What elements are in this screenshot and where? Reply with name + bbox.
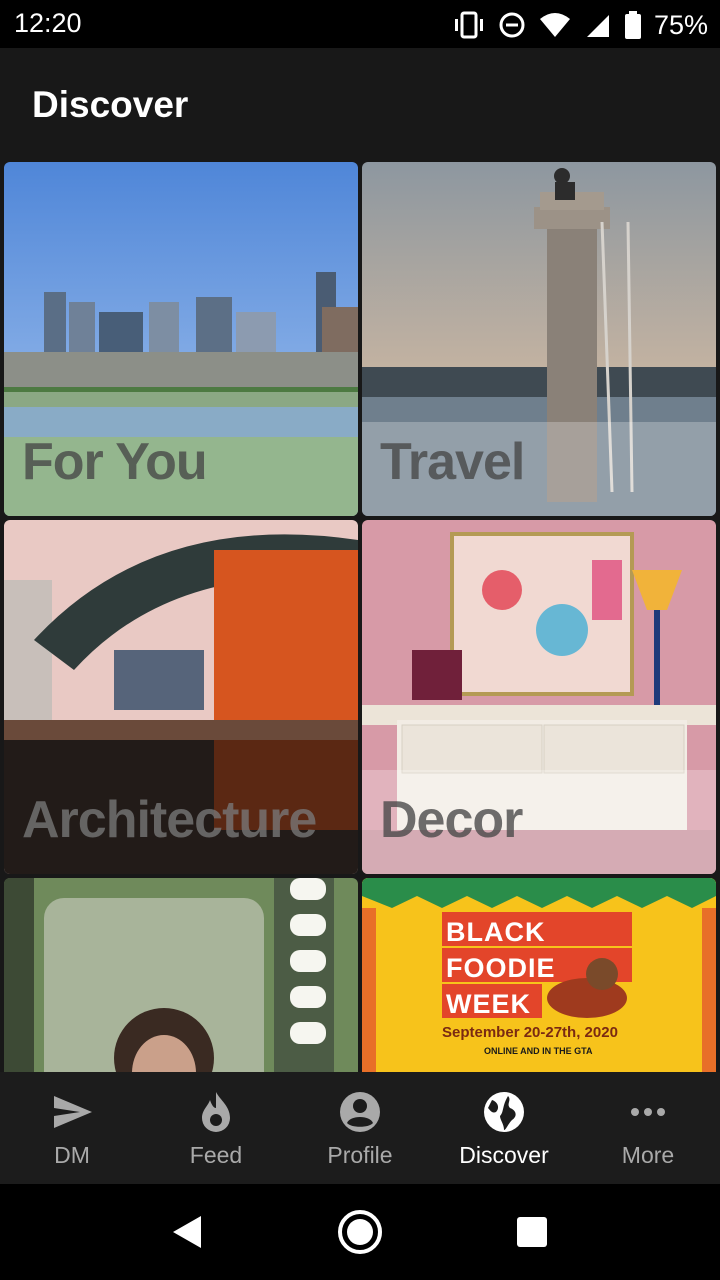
tile-decor[interactable]: Decor xyxy=(362,520,716,874)
system-nav-bar xyxy=(0,1184,720,1280)
nav-profile[interactable]: Profile xyxy=(288,1072,432,1184)
do-not-disturb-icon xyxy=(499,12,525,38)
page-title: Discover xyxy=(32,84,189,125)
nav-discover[interactable]: Discover xyxy=(432,1072,576,1184)
bottom-nav: DM Feed Profile Discover More xyxy=(0,1072,720,1184)
portrait-image xyxy=(4,878,358,1072)
poster-line-1: BLACK xyxy=(446,917,546,947)
tile-label: Travel xyxy=(380,433,525,491)
globe-icon xyxy=(484,1092,524,1132)
tile-for-you[interactable]: For You xyxy=(4,162,358,516)
decor-image xyxy=(362,520,716,874)
poster-line-3: WEEK xyxy=(446,989,531,1019)
nav-label: Feed xyxy=(189,1142,243,1168)
nav-more[interactable]: More xyxy=(576,1072,720,1184)
status-bar: 12:20 75% xyxy=(0,0,720,48)
nav-label: Profile xyxy=(327,1142,393,1168)
poster-line-2: FOODIE xyxy=(446,953,556,983)
tile-food-poster[interactable]: BLACK FOODIE WEEK September 20-27th, 202… xyxy=(362,878,716,1072)
architecture-image xyxy=(4,520,358,874)
poster-dates: September 20-27th, 2020 xyxy=(442,1024,618,1041)
home-icon[interactable] xyxy=(336,1208,384,1256)
poster-background xyxy=(362,878,716,1072)
nav-feed[interactable]: Feed xyxy=(144,1072,288,1184)
tile-label: Architecture xyxy=(22,791,317,849)
battery-percent: 75% xyxy=(653,9,708,40)
tile-architecture[interactable]: Architecture xyxy=(4,520,358,874)
app-bar: Discover xyxy=(0,48,720,160)
tile-portrait[interactable] xyxy=(4,878,358,1072)
poster-subtitle: ONLINE AND IN THE GTA xyxy=(484,1046,593,1056)
battery-icon xyxy=(624,11,641,39)
discover-grid[interactable]: For You Travel xyxy=(0,160,720,1072)
cell-signal-icon xyxy=(586,15,609,37)
city-skyline-image xyxy=(4,162,358,516)
recents-icon[interactable] xyxy=(508,1208,556,1256)
lighthouse-image xyxy=(362,162,716,516)
tile-label: Decor xyxy=(380,791,523,849)
nav-dm[interactable]: DM xyxy=(0,1072,144,1184)
poster-title: BLACK FOODIE WEEK xyxy=(446,914,556,1022)
account-icon xyxy=(340,1092,380,1132)
tile-travel[interactable]: Travel xyxy=(362,162,716,516)
back-icon[interactable] xyxy=(163,1208,211,1256)
wifi-icon xyxy=(539,13,570,37)
more-dots-icon xyxy=(631,1108,665,1116)
nav-label: More xyxy=(621,1142,675,1168)
send-icon xyxy=(54,1096,92,1128)
status-time: 12:20 xyxy=(14,8,82,38)
vibrate-icon xyxy=(454,11,483,39)
tile-label: For You xyxy=(22,433,208,491)
nav-label: DM xyxy=(54,1142,90,1168)
flame-icon xyxy=(202,1092,230,1132)
nav-label: Discover xyxy=(459,1142,549,1168)
